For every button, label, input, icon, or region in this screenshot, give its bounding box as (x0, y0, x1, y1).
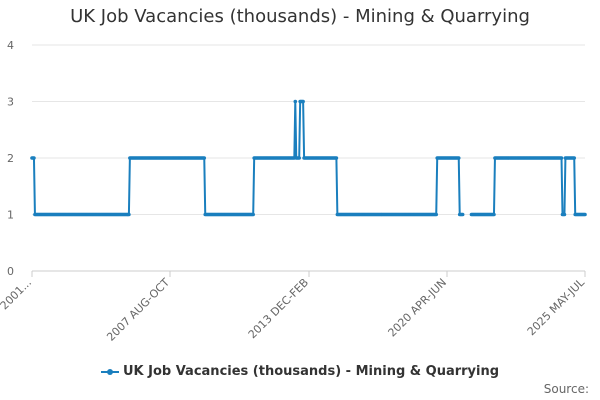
y-tick-label: 3 (7, 96, 14, 109)
data-point[interactable] (32, 156, 36, 160)
series-layer (30, 99, 587, 217)
y-tick-label: 1 (7, 209, 14, 222)
data-point[interactable] (293, 99, 298, 104)
data-point[interactable] (434, 212, 439, 217)
data-point[interactable] (562, 212, 567, 217)
data-point[interactable] (127, 212, 131, 217)
axis-layer: 0 1 2 3 4 2001... 2007 AUG-OCT 2013 DEC-FEB 2020… (0, 39, 588, 344)
data-point[interactable] (492, 212, 496, 217)
data-point[interactable] (572, 156, 577, 160)
x-tick-label: 2020 APR-JUN (386, 276, 450, 340)
data-point[interactable] (301, 99, 305, 104)
data-point[interactable] (583, 212, 587, 217)
y-tick-label: 4 (7, 39, 14, 52)
data-point[interactable] (202, 156, 207, 160)
x-tick-label: 2007 AUG-OCT (104, 276, 172, 344)
y-tick-label: 2 (7, 152, 14, 165)
data-point[interactable] (456, 156, 461, 160)
data-point[interactable] (297, 156, 302, 160)
x-tick-label: 2001... (0, 276, 34, 312)
x-tick-label: 2025 MAY-JUL (525, 275, 588, 338)
x-tick-label: 2013 DEC-FEB (246, 276, 311, 341)
legend-swatch-icon (100, 367, 119, 377)
chart-title: UK Job Vacancies (thousands) - Mining & … (70, 6, 530, 27)
data-point[interactable] (559, 156, 564, 160)
source-label: Source: (543, 382, 589, 396)
data-point[interactable] (251, 212, 255, 217)
data-point[interactable] (334, 156, 339, 160)
data-point[interactable] (460, 212, 465, 217)
y-tick-label: 0 (7, 265, 14, 278)
legend-label: UK Job Vacancies (thousands) - Mining & … (122, 364, 500, 379)
legend-item[interactable]: UK Job Vacancies (thousands) - Mining & … (0, 364, 600, 379)
grid-layer (32, 44, 585, 215)
